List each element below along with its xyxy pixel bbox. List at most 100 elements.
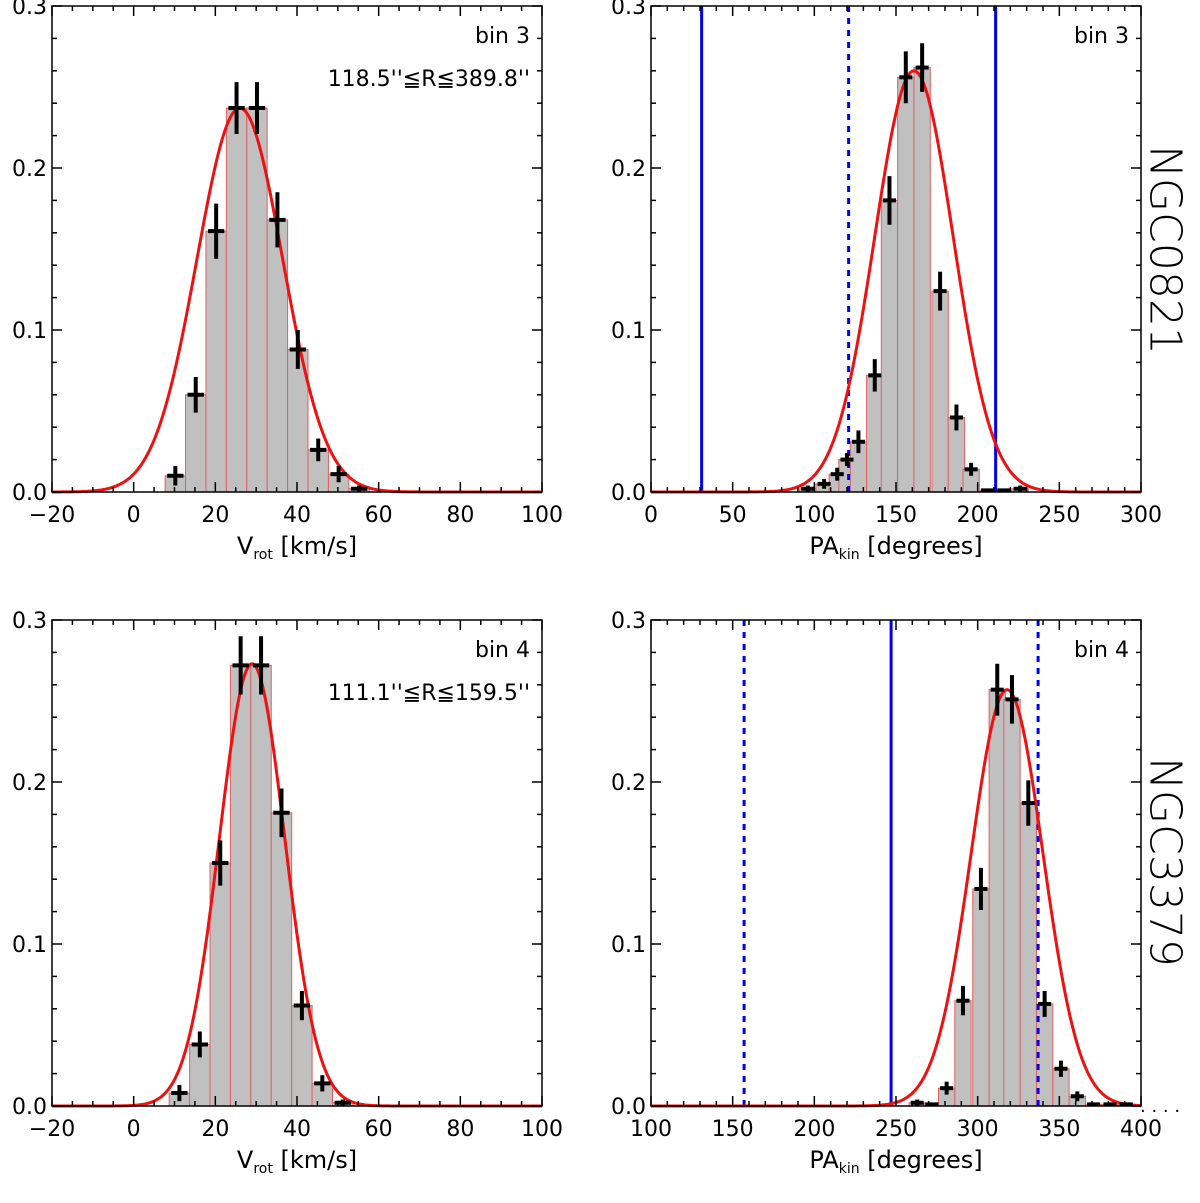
x-tick-label: 100: [521, 503, 563, 528]
y-tick-label: 0.1: [12, 319, 47, 344]
histogram-bar: [972, 888, 990, 1107]
data-point: [207, 203, 225, 259]
x-tick-label: 150: [875, 503, 917, 528]
radius-annotation: 111.1''≦R≦159.5'': [328, 681, 530, 706]
x-tick-label: −20: [29, 503, 75, 528]
x-tick-label: 300: [957, 1117, 999, 1142]
x-axis-label-sub: kin: [839, 1161, 860, 1177]
y-tick-label: 0.2: [611, 157, 646, 182]
y-tick-label: 0.0: [611, 481, 646, 506]
data-point: [801, 485, 815, 492]
x-tick-label: 150: [712, 1117, 754, 1142]
x-tick-label: 100: [793, 503, 835, 528]
y-tick-label: 0.0: [12, 1095, 47, 1120]
y-tick-label: 0.2: [611, 771, 646, 796]
data-point: [191, 1031, 208, 1058]
histogram-bar: [225, 107, 248, 493]
x-axis-label: Vrot [km/s]: [237, 532, 357, 563]
data-point: [949, 404, 963, 431]
x-tick-label: 100: [521, 1117, 563, 1142]
histogram-bar: [913, 67, 931, 493]
x-axis-label-units: [km/s]: [273, 532, 357, 560]
x-axis-label-main: V: [237, 532, 254, 560]
data-point: [187, 376, 204, 413]
x-tick-label: 40: [283, 1117, 311, 1142]
x-tick-label: 50: [719, 503, 747, 528]
x-tick-label: 80: [446, 503, 474, 528]
y-tick-label: 0.3: [611, 0, 646, 20]
x-tick-label: 250: [875, 1117, 917, 1142]
data-point: [171, 1084, 188, 1102]
x-axis-label-sub: rot: [253, 547, 273, 563]
data-point: [817, 479, 831, 489]
data-point: [964, 462, 978, 476]
gaussian-fit-curve: [651, 688, 1142, 1108]
y-tick-label: 0.2: [12, 157, 47, 182]
x-axis-label-sub: rot: [253, 1161, 273, 1177]
histogram-bar: [266, 219, 289, 493]
data-point: [212, 840, 229, 886]
data-point: [851, 430, 865, 454]
panel-1: −20 0 20 40 60 80 100 0.0 0.1 0.2 0.3 Vrot [km/s] bi…: [12, 0, 563, 563]
x-tick-label: 0: [127, 503, 141, 528]
data-point: [1054, 1060, 1068, 1077]
x-tick-label: 0: [127, 1117, 141, 1142]
data-point: [167, 466, 184, 486]
plot-frame: [650, 619, 1142, 1107]
data-point: [228, 82, 245, 134]
data-point: [830, 467, 844, 481]
panel-3: −20 0 20 40 60 80 100 0.0 0.1 0.2 0.3 Vrot [km/s] bi…: [12, 609, 563, 1177]
y-tick-label: 0.3: [611, 609, 646, 634]
data-point: [293, 990, 311, 1021]
x-tick-label: 20: [201, 1117, 229, 1142]
data-point: [1005, 675, 1019, 724]
data-point: [956, 986, 970, 1016]
x-tick-label: −20: [29, 1117, 75, 1142]
data-point: [1038, 990, 1052, 1017]
y-tick-label: 0.2: [12, 771, 47, 796]
bin-annotation: bin 3: [475, 24, 530, 49]
x-axis-label: Vrot [km/s]: [237, 1146, 357, 1177]
trailing-dots: . . . .: [1140, 1096, 1180, 1117]
x-axis-label-units: [km/s]: [273, 1146, 357, 1174]
histogram-bar: [270, 812, 293, 1107]
x-tick-label: 350: [1038, 1117, 1080, 1142]
y-tick-label: 0.0: [12, 481, 47, 506]
y-tick-label: 0.1: [12, 933, 47, 958]
x-axis-label-main: PA: [809, 1146, 839, 1174]
x-axis-label-main: PA: [809, 532, 839, 560]
data-point: [248, 82, 266, 134]
data-point: [310, 438, 327, 462]
x-tick-label: 400: [1120, 1117, 1162, 1142]
x-axis-label-units: [degrees]: [860, 1146, 983, 1174]
radius-annotation: 118.5''≦R≦389.8'': [328, 67, 530, 92]
y-tick-label: 0.3: [12, 609, 47, 634]
data-point: [350, 485, 368, 492]
data-point: [330, 466, 347, 483]
data-point: [289, 330, 306, 369]
y-tick-label: 0.3: [12, 0, 47, 20]
x-tick-label: 80: [446, 1117, 474, 1142]
data-point: [252, 636, 270, 695]
x-tick-label: 40: [283, 503, 311, 528]
x-axis-label: PAkin [degrees]: [809, 1146, 982, 1177]
data-point: [269, 192, 286, 248]
bin-annotation: bin 3: [1074, 24, 1129, 49]
x-tick-label: 100: [630, 1117, 672, 1142]
histogram-bar: [1019, 802, 1037, 1107]
data-point: [1021, 780, 1035, 826]
histogram-bar: [880, 199, 899, 493]
x-axis-label-units: [degrees]: [860, 532, 983, 560]
x-tick-label: 20: [201, 503, 229, 528]
y-tick-label: 0.1: [611, 933, 646, 958]
data-point: [314, 1075, 331, 1092]
x-tick-label: 200: [957, 503, 999, 528]
histogram-bar: [897, 76, 915, 493]
galaxy-label-ngc0821: NGC0821: [1140, 145, 1191, 355]
x-axis-label-main: V: [237, 1146, 254, 1174]
panel-4: 100 150 200 250 300 350 400 0.0 0.1 0.2 0.3 PAkin […: [611, 609, 1162, 1177]
y-tick-label: 0.0: [611, 1095, 646, 1120]
x-tick-label: 200: [793, 1117, 835, 1142]
